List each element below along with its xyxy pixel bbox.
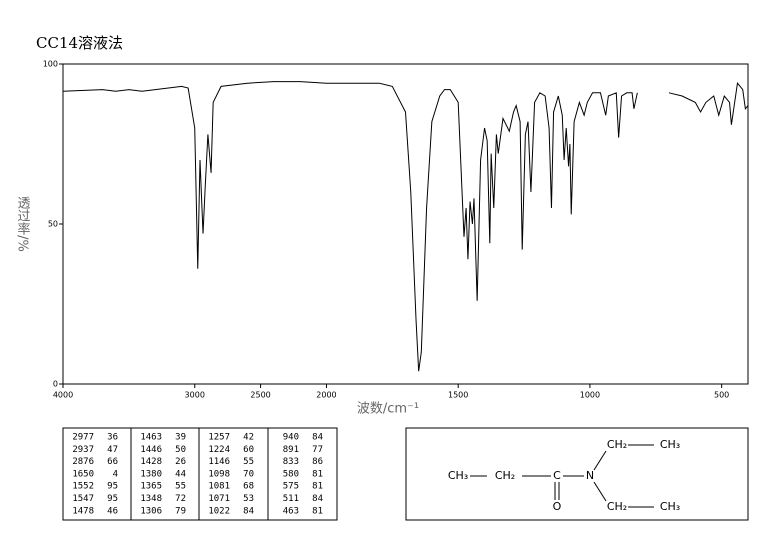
peak-transmittance: 95 [107, 494, 118, 504]
chart-title: CC14溶液法 [36, 34, 123, 52]
atom-label: CH₂ [607, 500, 627, 513]
atom-label: CH₃ [660, 438, 680, 451]
atom-label: CH₃ [448, 469, 468, 482]
peak-transmittance: 47 [107, 445, 118, 455]
peak-transmittance: 84 [243, 506, 254, 516]
peak-transmittance: 4 [113, 469, 118, 479]
peak-wavenumber: 1257 [208, 433, 230, 443]
x-tick-label: 2500 [250, 391, 270, 400]
peak-wavenumber: 575 [283, 482, 299, 492]
peak-wavenumber: 1365 [140, 482, 162, 492]
peak-wavenumber: 1463 [140, 433, 162, 443]
structure-frame [405, 427, 749, 521]
y-tick-label: 100 [43, 60, 58, 69]
peak-transmittance: 26 [175, 457, 186, 467]
atom-label: C [553, 469, 561, 482]
spectrum-line [62, 81, 749, 372]
peak-transmittance: 66 [107, 457, 118, 467]
atom-label: N [586, 469, 594, 482]
peak-transmittance: 81 [312, 482, 323, 492]
atom-label: CH₂ [495, 469, 515, 482]
atom-label: O [553, 500, 562, 513]
peak-transmittance: 55 [175, 482, 186, 492]
peak-wavenumber: 1547 [72, 494, 94, 504]
peak-wavenumber: 1022 [208, 506, 230, 516]
atom-label: CH₂ [607, 438, 627, 451]
peak-wavenumber: 1446 [140, 445, 162, 455]
peak-wavenumber: 511 [283, 494, 299, 504]
atom-label: CH₃ [660, 500, 680, 513]
peak-wavenumber: 940 [283, 433, 299, 443]
peak-wavenumber: 1552 [72, 482, 94, 492]
peak-wavenumber: 1098 [208, 469, 230, 479]
peak-transmittance: 79 [175, 506, 186, 516]
peak-table-frame [62, 427, 338, 521]
peak-wavenumber: 833 [283, 457, 299, 467]
peak-wavenumber: 891 [283, 445, 299, 455]
x-tick-label: 2000 [316, 391, 336, 400]
peak-wavenumber: 2977 [72, 433, 94, 443]
peak-transmittance: 84 [312, 494, 323, 504]
peak-transmittance: 81 [312, 506, 323, 516]
peak-wavenumber: 580 [283, 469, 299, 479]
peak-transmittance: 86 [312, 457, 323, 467]
peak-wavenumber: 1071 [208, 494, 230, 504]
peak-transmittance: 44 [175, 469, 186, 479]
x-tick-label: 1500 [448, 391, 468, 400]
y-axis-label: 透过率/% [15, 196, 31, 252]
peak-transmittance: 53 [243, 494, 254, 504]
peak-wavenumber: 1380 [140, 469, 162, 479]
y-tick-label: 50 [48, 220, 58, 229]
peak-transmittance: 42 [243, 433, 254, 443]
peak-wavenumber: 1224 [208, 445, 230, 455]
x-axis-label: 波数/cm⁻¹ [357, 402, 419, 417]
peak-wavenumber: 1306 [140, 506, 162, 516]
x-tick-label: 3000 [185, 391, 205, 400]
x-tick-label: 4000 [53, 391, 73, 400]
peak-wavenumber: 1650 [72, 469, 94, 479]
peak-transmittance: 84 [312, 433, 323, 443]
peak-wavenumber: 1478 [72, 506, 94, 516]
peak-wavenumber: 1348 [140, 494, 162, 504]
x-tick-label: 500 [714, 391, 729, 400]
peak-transmittance: 68 [243, 482, 254, 492]
peak-wavenumber: 1081 [208, 482, 230, 492]
peak-transmittance: 50 [175, 445, 186, 455]
y-tick-label: 0 [53, 380, 58, 389]
peak-transmittance: 55 [243, 457, 254, 467]
x-tick-label: 1000 [580, 391, 600, 400]
peak-wavenumber: 2876 [72, 457, 94, 467]
peak-transmittance: 77 [312, 445, 323, 455]
peak-transmittance: 95 [107, 482, 118, 492]
peak-transmittance: 60 [243, 445, 254, 455]
bonds [470, 444, 654, 508]
peak-wavenumber: 1146 [208, 457, 230, 467]
peak-wavenumber: 463 [283, 506, 299, 516]
peak-transmittance: 70 [243, 469, 254, 479]
peak-transmittance: 36 [107, 433, 118, 443]
peak-transmittance: 81 [312, 469, 323, 479]
peak-transmittance: 46 [107, 506, 118, 516]
peak-wavenumber: 2937 [72, 445, 94, 455]
peak-wavenumber: 1428 [140, 457, 162, 467]
peak-transmittance: 39 [175, 433, 186, 443]
peak-transmittance: 72 [175, 494, 186, 504]
